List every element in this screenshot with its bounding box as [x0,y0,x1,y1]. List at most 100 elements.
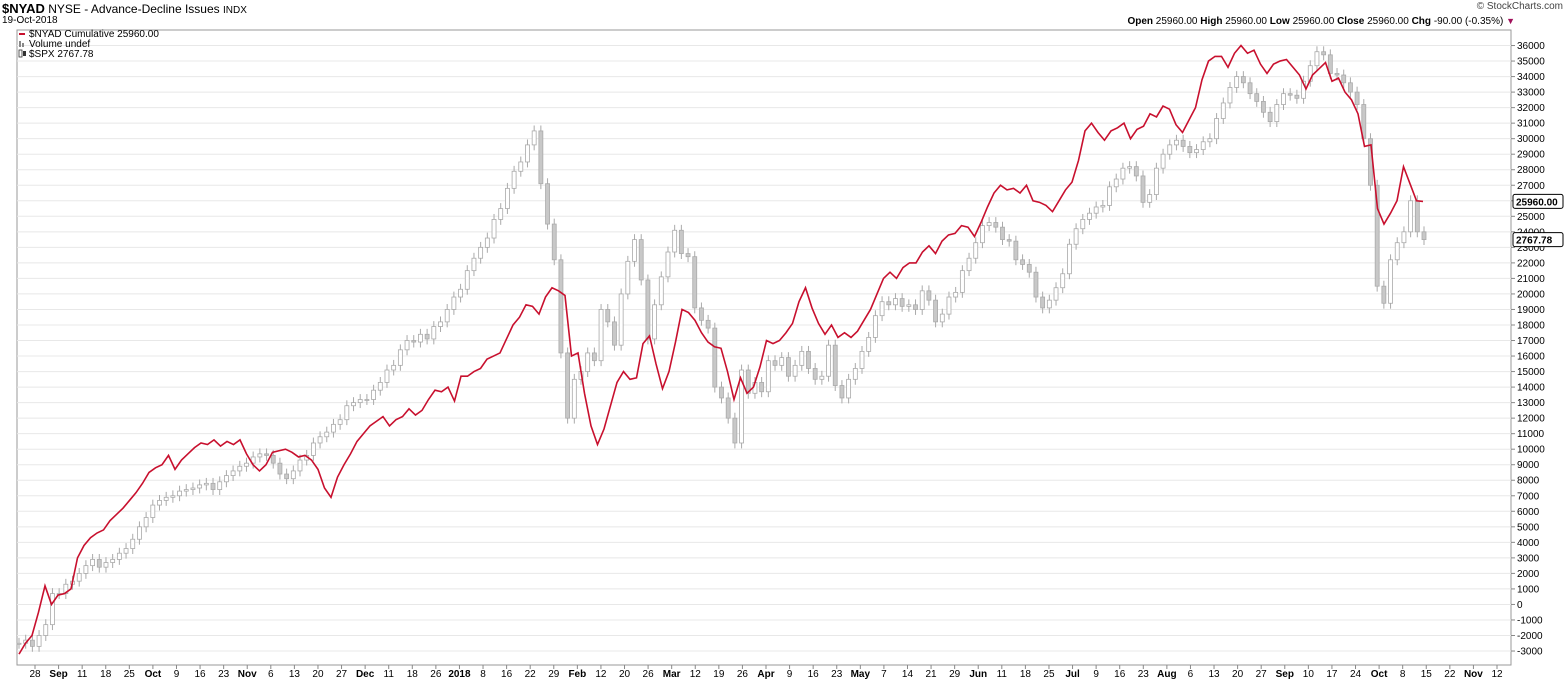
candle-body [177,490,182,497]
candle-body [819,375,825,380]
candle-body [418,333,423,343]
nyad-last-value-label: 25960.00 [1516,197,1558,208]
x-tick-label: 8 [480,669,486,680]
candle-body [571,378,577,419]
y-tick-label: 4000 [1517,538,1540,549]
ohlc-readout: Open 25960.00 High 25960.00 Low 25960.00… [1127,16,1515,27]
candle-body [799,350,805,366]
candle-body [1408,200,1414,233]
candle-body [1107,186,1112,206]
x-tick-label: May [851,669,871,680]
candle-body [1234,76,1240,88]
candle-body [538,130,544,185]
open-label: Open [1127,16,1153,27]
x-tick-label: 29 [548,669,560,680]
candle-body [123,548,129,554]
x-tick-label: 16 [1114,669,1126,680]
x-tick-label: 26 [643,669,655,680]
x-tick-label: 10 [1303,669,1315,680]
candle-body [137,526,142,540]
x-tick-label: 23 [218,669,230,680]
y-tick-label: 18000 [1517,320,1545,331]
x-tick-label: Mar [663,669,681,680]
x-tick-label: Jun [969,669,987,680]
candle-body [1087,212,1092,220]
candle-body [1274,104,1280,123]
y-tick-label: 35000 [1517,57,1545,68]
y-tick-label: 33000 [1517,88,1545,99]
candle-body [632,239,637,262]
candle-body [725,397,731,419]
candle-body [1240,76,1246,84]
chart-date: 19-Oct-2018 [2,15,58,26]
candle-body [103,562,109,568]
candle-body [1013,240,1019,261]
candle-body [719,386,724,399]
candle-body [852,368,858,380]
chg-down-icon: ▼ [1506,16,1515,26]
candle-body [705,319,711,329]
candle-body [1006,239,1012,242]
candle-body [250,456,256,464]
candle-body [29,639,35,647]
candle-body [518,161,524,172]
x-tick-label: 27 [1256,669,1268,680]
x-tick-label: 9 [1093,669,1099,680]
candle-body [1294,94,1300,99]
candle-body [1046,299,1052,309]
candle-body [1180,139,1186,147]
candle-body [625,260,631,295]
y-tick-label: 16000 [1517,352,1545,363]
candle-body [1060,273,1066,289]
candle-body [424,333,430,340]
x-tick-label: 6 [268,669,274,680]
x-tick-label: 22 [1444,669,1456,680]
candle-body [284,473,290,480]
candle-body [645,279,651,340]
candle-body [980,225,985,244]
candle-body [966,257,972,272]
x-tick-label: 25 [124,669,136,680]
candle-body [170,495,176,498]
candle-body [859,350,865,369]
candle-body [866,337,872,352]
candle-body [638,239,644,281]
x-tick-label: 12 [595,669,607,680]
candle-body [772,360,778,366]
candle-body [157,500,162,506]
candle-body [411,340,417,343]
candle-body [1194,149,1199,154]
candle-body [351,402,356,407]
y-tick-label: -3000 [1517,647,1543,658]
y-tick-label: 13000 [1517,398,1545,409]
candle-body [846,378,852,399]
candle-body [1314,51,1320,67]
x-tick-label: Nov [1464,669,1483,680]
candle-body [872,315,878,338]
candle-body [786,357,791,377]
x-tick-label: 27 [336,669,348,680]
x-tick-label: 12 [1491,669,1503,680]
y-tick-label: 7000 [1517,491,1540,502]
candle-body [116,552,122,560]
candle-body [1020,259,1025,265]
chg-label: Chg [1411,16,1432,27]
candle-body [371,389,376,400]
x-tick-label: 16 [195,669,207,680]
y-tick-label: 17000 [1517,336,1545,347]
y-tick-label: 34000 [1517,72,1545,83]
candle-body [591,352,597,362]
x-tick-label: 29 [949,669,961,680]
candle-body [1120,167,1126,180]
legend-entry: $NYAD Cumulative 25960.00 [29,29,159,40]
x-tick-label: 14 [902,669,914,680]
candle-body [1040,296,1046,309]
x-tick-label: 20 [619,669,631,680]
x-tick-label: 21 [926,669,938,680]
x-tick-label: 24 [1350,669,1362,680]
candle-body [1287,93,1293,96]
y-tick-label: 0 [1517,600,1523,611]
candle-body [264,453,269,456]
y-tick-label: 31000 [1517,119,1545,130]
